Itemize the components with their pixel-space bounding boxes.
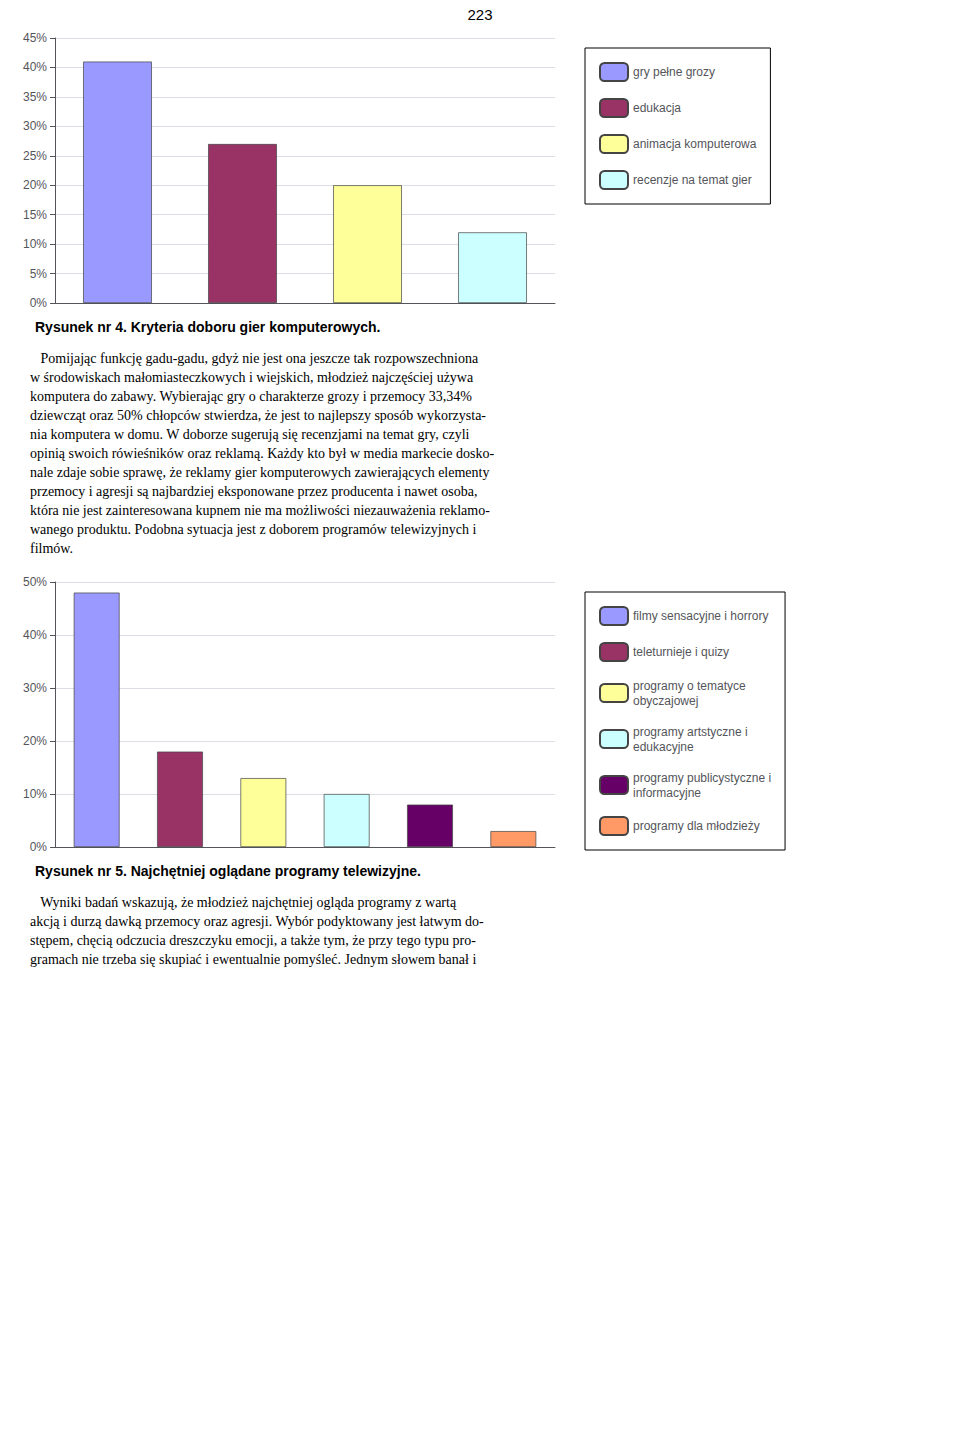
svg-text:5%: 5% — [30, 267, 48, 281]
svg-text:gramach nie trzeba się skupiać: gramach nie trzeba się skupiać i ewentua… — [30, 952, 476, 967]
svg-text:Rysunek nr 4. Kryteria doboru: Rysunek nr 4. Kryteria doboru gier kompu… — [35, 319, 380, 335]
svg-text:wanego produktu. Podobna sytua: wanego produktu. Podobna sytuacja jest z… — [30, 522, 476, 537]
svg-text:obyczajowej: obyczajowej — [633, 694, 698, 708]
svg-text:0%: 0% — [30, 296, 48, 310]
svg-text:40%: 40% — [23, 628, 47, 642]
svg-text:dziewcząt oraz 50% chłopców st: dziewcząt oraz 50% chłopców stwierdza, ż… — [30, 408, 486, 423]
svg-text:25%: 25% — [23, 149, 47, 163]
svg-text:filmów.: filmów. — [30, 541, 73, 556]
svg-text:która nie jest zainteresowana: która nie jest zainteresowana kupnem nie… — [30, 503, 490, 518]
svg-text:programy o tematyce: programy o tematyce — [633, 679, 746, 693]
svg-text:35%: 35% — [23, 90, 47, 104]
svg-text:30%: 30% — [23, 681, 47, 695]
svg-text:edukacja: edukacja — [633, 101, 681, 115]
svg-text:Wyniki badań wskazują, że młod: Wyniki badań wskazują, że młodzież najch… — [30, 895, 457, 910]
svg-text:informacyjne: informacyjne — [633, 786, 701, 800]
svg-text:Pomijając funkcję gadu-gadu, g: Pomijając funkcję gadu-gadu, gdyż nie je… — [30, 351, 479, 366]
svg-text:40%: 40% — [23, 60, 47, 74]
svg-text:w środowiskach małomiasteczkow: w środowiskach małomiasteczkowych i wiej… — [30, 370, 474, 385]
svg-text:30%: 30% — [23, 119, 47, 133]
svg-text:15%: 15% — [23, 208, 47, 222]
svg-text:nia komputera w domu. W doborz: nia komputera w domu. W doborze sugerują… — [30, 427, 470, 442]
svg-text:0%: 0% — [30, 840, 48, 854]
svg-text:recenzje na temat gier: recenzje na temat gier — [633, 173, 752, 187]
svg-text:20%: 20% — [23, 178, 47, 192]
svg-text:10%: 10% — [23, 787, 47, 801]
svg-text:teleturnieje i quizy: teleturnieje i quizy — [633, 645, 729, 659]
svg-text:opinią swoich rówieśników oraz: opinią swoich rówieśników oraz reklamą. … — [30, 446, 495, 461]
svg-text:programy artstyczne i: programy artstyczne i — [633, 725, 748, 739]
svg-text:programy publicystyczne i: programy publicystyczne i — [633, 771, 771, 785]
svg-text:przemocy i agresji są najbardz: przemocy i agresji są najbardziej ekspon… — [30, 484, 477, 499]
svg-text:komputera do zabawy. Wybierają: komputera do zabawy. Wybierając gry o ch… — [30, 389, 472, 404]
svg-text:50%: 50% — [23, 575, 47, 589]
svg-text:akcją i durzą dawką przemocy o: akcją i durzą dawką przemocy oraz agresj… — [30, 914, 484, 929]
svg-text:gry pełne grozy: gry pełne grozy — [633, 65, 715, 79]
svg-text:nale zdaje sobie sprawę, że re: nale zdaje sobie sprawę, że reklamy gier… — [30, 465, 489, 480]
svg-text:45%: 45% — [23, 31, 47, 45]
svg-text:Rysunek nr 5. Najchętniej oglą: Rysunek nr 5. Najchętniej oglądane progr… — [35, 863, 421, 879]
svg-text:animacja komputerowa: animacja komputerowa — [633, 137, 757, 151]
svg-text:edukacyjne: edukacyjne — [633, 740, 694, 754]
svg-text:10%: 10% — [23, 237, 47, 251]
svg-text:223: 223 — [467, 6, 492, 23]
svg-text:20%: 20% — [23, 734, 47, 748]
svg-text:programy dla młodzieży: programy dla młodzieży — [633, 819, 760, 833]
svg-text:filmy sensacyjne i horrory: filmy sensacyjne i horrory — [633, 609, 768, 623]
svg-text:stępem, chęcią odczucia dreszc: stępem, chęcią odczucia dreszczyku emocj… — [30, 933, 476, 948]
